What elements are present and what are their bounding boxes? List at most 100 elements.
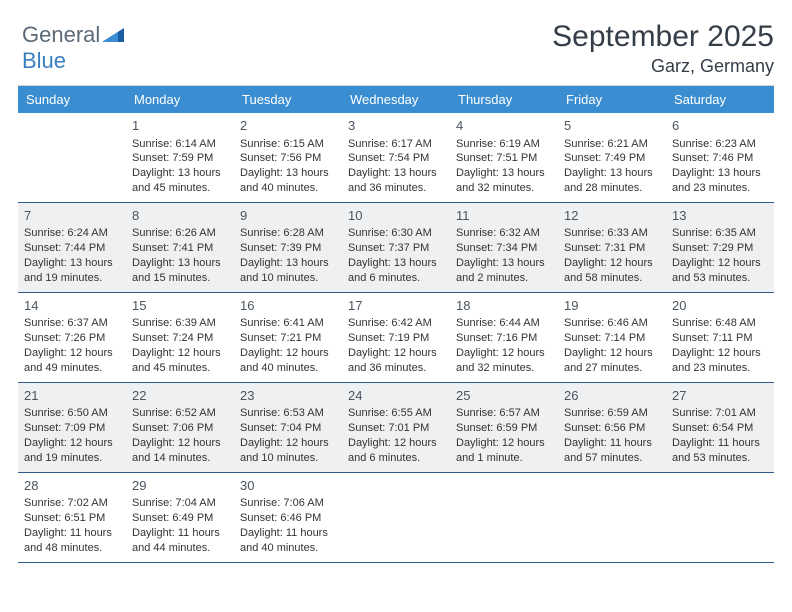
sunrise-text: Sunrise: 6:57 AM bbox=[456, 406, 552, 421]
day-number: 10 bbox=[348, 207, 444, 225]
sunset-text: Sunset: 7:49 PM bbox=[564, 151, 660, 166]
sunrise-text: Sunrise: 6:59 AM bbox=[564, 406, 660, 421]
day-number: 9 bbox=[240, 207, 336, 225]
day-number: 25 bbox=[456, 387, 552, 405]
day-number: 15 bbox=[132, 297, 228, 315]
calendar-cell: 16Sunrise: 6:41 AMSunset: 7:21 PMDayligh… bbox=[234, 293, 342, 383]
sunrise-text: Sunrise: 6:48 AM bbox=[672, 316, 768, 331]
calendar-cell: 30Sunrise: 7:06 AMSunset: 6:46 PMDayligh… bbox=[234, 473, 342, 563]
daylight-text: Daylight: 12 hours and 53 minutes. bbox=[672, 256, 768, 286]
sunset-text: Sunset: 7:31 PM bbox=[564, 241, 660, 256]
sunrise-text: Sunrise: 6:39 AM bbox=[132, 316, 228, 331]
daylight-text: Daylight: 11 hours and 53 minutes. bbox=[672, 436, 768, 466]
daylight-text: Daylight: 12 hours and 36 minutes. bbox=[348, 346, 444, 376]
daylight-text: Daylight: 13 hours and 6 minutes. bbox=[348, 256, 444, 286]
sunrise-text: Sunrise: 7:01 AM bbox=[672, 406, 768, 421]
calendar-cell: 15Sunrise: 6:39 AMSunset: 7:24 PMDayligh… bbox=[126, 293, 234, 383]
calendar-cell: 21Sunrise: 6:50 AMSunset: 7:09 PMDayligh… bbox=[18, 383, 126, 473]
sunset-text: Sunset: 7:46 PM bbox=[672, 151, 768, 166]
calendar-cell: 2Sunrise: 6:15 AMSunset: 7:56 PMDaylight… bbox=[234, 113, 342, 203]
sunset-text: Sunset: 7:59 PM bbox=[132, 151, 228, 166]
sunrise-text: Sunrise: 6:50 AM bbox=[24, 406, 120, 421]
sunrise-text: Sunrise: 7:06 AM bbox=[240, 496, 336, 511]
sunrise-text: Sunrise: 6:55 AM bbox=[348, 406, 444, 421]
sunrise-text: Sunrise: 6:37 AM bbox=[24, 316, 120, 331]
calendar-cell bbox=[342, 473, 450, 563]
calendar-cell: 8Sunrise: 6:26 AMSunset: 7:41 PMDaylight… bbox=[126, 203, 234, 293]
sunset-text: Sunset: 7:21 PM bbox=[240, 331, 336, 346]
daylight-text: Daylight: 12 hours and 32 minutes. bbox=[456, 346, 552, 376]
dow-header: Saturday bbox=[666, 86, 774, 113]
daylight-text: Daylight: 13 hours and 36 minutes. bbox=[348, 166, 444, 196]
sunset-text: Sunset: 6:59 PM bbox=[456, 421, 552, 436]
day-number: 4 bbox=[456, 117, 552, 135]
sunrise-text: Sunrise: 6:15 AM bbox=[240, 137, 336, 152]
sunset-text: Sunset: 7:54 PM bbox=[348, 151, 444, 166]
sunrise-text: Sunrise: 6:21 AM bbox=[564, 137, 660, 152]
daylight-text: Daylight: 13 hours and 32 minutes. bbox=[456, 166, 552, 196]
sunrise-text: Sunrise: 6:14 AM bbox=[132, 137, 228, 152]
dow-header: Monday bbox=[126, 86, 234, 113]
calendar-cell: 13Sunrise: 6:35 AMSunset: 7:29 PMDayligh… bbox=[666, 203, 774, 293]
calendar-cell: 10Sunrise: 6:30 AMSunset: 7:37 PMDayligh… bbox=[342, 203, 450, 293]
calendar-cell: 18Sunrise: 6:44 AMSunset: 7:16 PMDayligh… bbox=[450, 293, 558, 383]
day-number: 5 bbox=[564, 117, 660, 135]
calendar-cell: 23Sunrise: 6:53 AMSunset: 7:04 PMDayligh… bbox=[234, 383, 342, 473]
daylight-text: Daylight: 12 hours and 58 minutes. bbox=[564, 256, 660, 286]
day-number: 21 bbox=[24, 387, 120, 405]
calendar-cell bbox=[18, 113, 126, 203]
day-number: 29 bbox=[132, 477, 228, 495]
calendar-cell: 25Sunrise: 6:57 AMSunset: 6:59 PMDayligh… bbox=[450, 383, 558, 473]
calendar-cell: 19Sunrise: 6:46 AMSunset: 7:14 PMDayligh… bbox=[558, 293, 666, 383]
day-number: 22 bbox=[132, 387, 228, 405]
sunrise-text: Sunrise: 6:52 AM bbox=[132, 406, 228, 421]
sunset-text: Sunset: 7:26 PM bbox=[24, 331, 120, 346]
sunset-text: Sunset: 7:39 PM bbox=[240, 241, 336, 256]
sunset-text: Sunset: 7:04 PM bbox=[240, 421, 336, 436]
calendar-cell: 22Sunrise: 6:52 AMSunset: 7:06 PMDayligh… bbox=[126, 383, 234, 473]
day-number: 2 bbox=[240, 117, 336, 135]
sunrise-text: Sunrise: 6:44 AM bbox=[456, 316, 552, 331]
calendar-cell: 7Sunrise: 6:24 AMSunset: 7:44 PMDaylight… bbox=[18, 203, 126, 293]
header: September 2025 Garz, Germany bbox=[18, 20, 774, 77]
sunrise-text: Sunrise: 6:28 AM bbox=[240, 226, 336, 241]
logo: General Blue bbox=[22, 22, 124, 74]
dow-header: Sunday bbox=[18, 86, 126, 113]
calendar-cell: 17Sunrise: 6:42 AMSunset: 7:19 PMDayligh… bbox=[342, 293, 450, 383]
calendar-cell: 20Sunrise: 6:48 AMSunset: 7:11 PMDayligh… bbox=[666, 293, 774, 383]
sunset-text: Sunset: 7:37 PM bbox=[348, 241, 444, 256]
sunset-text: Sunset: 7:56 PM bbox=[240, 151, 336, 166]
calendar-cell: 5 Sunrise: 6:21 AMSunset: 7:49 PMDaylight… bbox=[558, 113, 666, 203]
daylight-text: Daylight: 12 hours and 49 minutes. bbox=[24, 346, 120, 376]
daylight-text: Daylight: 13 hours and 15 minutes. bbox=[132, 256, 228, 286]
calendar-cell: 29Sunrise: 7:04 AMSunset: 6:49 PMDayligh… bbox=[126, 473, 234, 563]
sunrise-text: Sunrise: 6:24 AM bbox=[24, 226, 120, 241]
daylight-text: Daylight: 13 hours and 23 minutes. bbox=[672, 166, 768, 196]
calendar-cell: 27Sunrise: 7:01 AMSunset: 6:54 PMDayligh… bbox=[666, 383, 774, 473]
day-number: 19 bbox=[564, 297, 660, 315]
calendar-cell: 12Sunrise: 6:33 AMSunset: 7:31 PMDayligh… bbox=[558, 203, 666, 293]
day-number: 28 bbox=[24, 477, 120, 495]
calendar-cell: 6Sunrise: 6:23 AMSunset: 7:46 PMDaylight… bbox=[666, 113, 774, 203]
daylight-text: Daylight: 12 hours and 1 minute. bbox=[456, 436, 552, 466]
calendar-cell: 4Sunrise: 6:19 AMSunset: 7:51 PMDaylight… bbox=[450, 113, 558, 203]
daylight-text: Daylight: 13 hours and 28 minutes. bbox=[564, 166, 660, 196]
calendar-cell: 28Sunrise: 7:02 AMSunset: 6:51 PMDayligh… bbox=[18, 473, 126, 563]
day-number: 24 bbox=[348, 387, 444, 405]
day-number: 20 bbox=[672, 297, 768, 315]
logo-word1: General bbox=[22, 22, 100, 47]
day-number: 13 bbox=[672, 207, 768, 225]
calendar-cell: 11Sunrise: 6:32 AMSunset: 7:34 PMDayligh… bbox=[450, 203, 558, 293]
sunset-text: Sunset: 7:11 PM bbox=[672, 331, 768, 346]
sunrise-text: Sunrise: 6:30 AM bbox=[348, 226, 444, 241]
sunset-text: Sunset: 7:34 PM bbox=[456, 241, 552, 256]
day-number: 30 bbox=[240, 477, 336, 495]
day-number: 3 bbox=[348, 117, 444, 135]
day-number: 7 bbox=[24, 207, 120, 225]
daylight-text: Daylight: 12 hours and 19 minutes. bbox=[24, 436, 120, 466]
sunrise-text: Sunrise: 6:53 AM bbox=[240, 406, 336, 421]
daylight-text: Daylight: 11 hours and 44 minutes. bbox=[132, 526, 228, 556]
daylight-text: Daylight: 12 hours and 14 minutes. bbox=[132, 436, 228, 466]
daylight-text: Daylight: 12 hours and 27 minutes. bbox=[564, 346, 660, 376]
dow-header: Tuesday bbox=[234, 86, 342, 113]
